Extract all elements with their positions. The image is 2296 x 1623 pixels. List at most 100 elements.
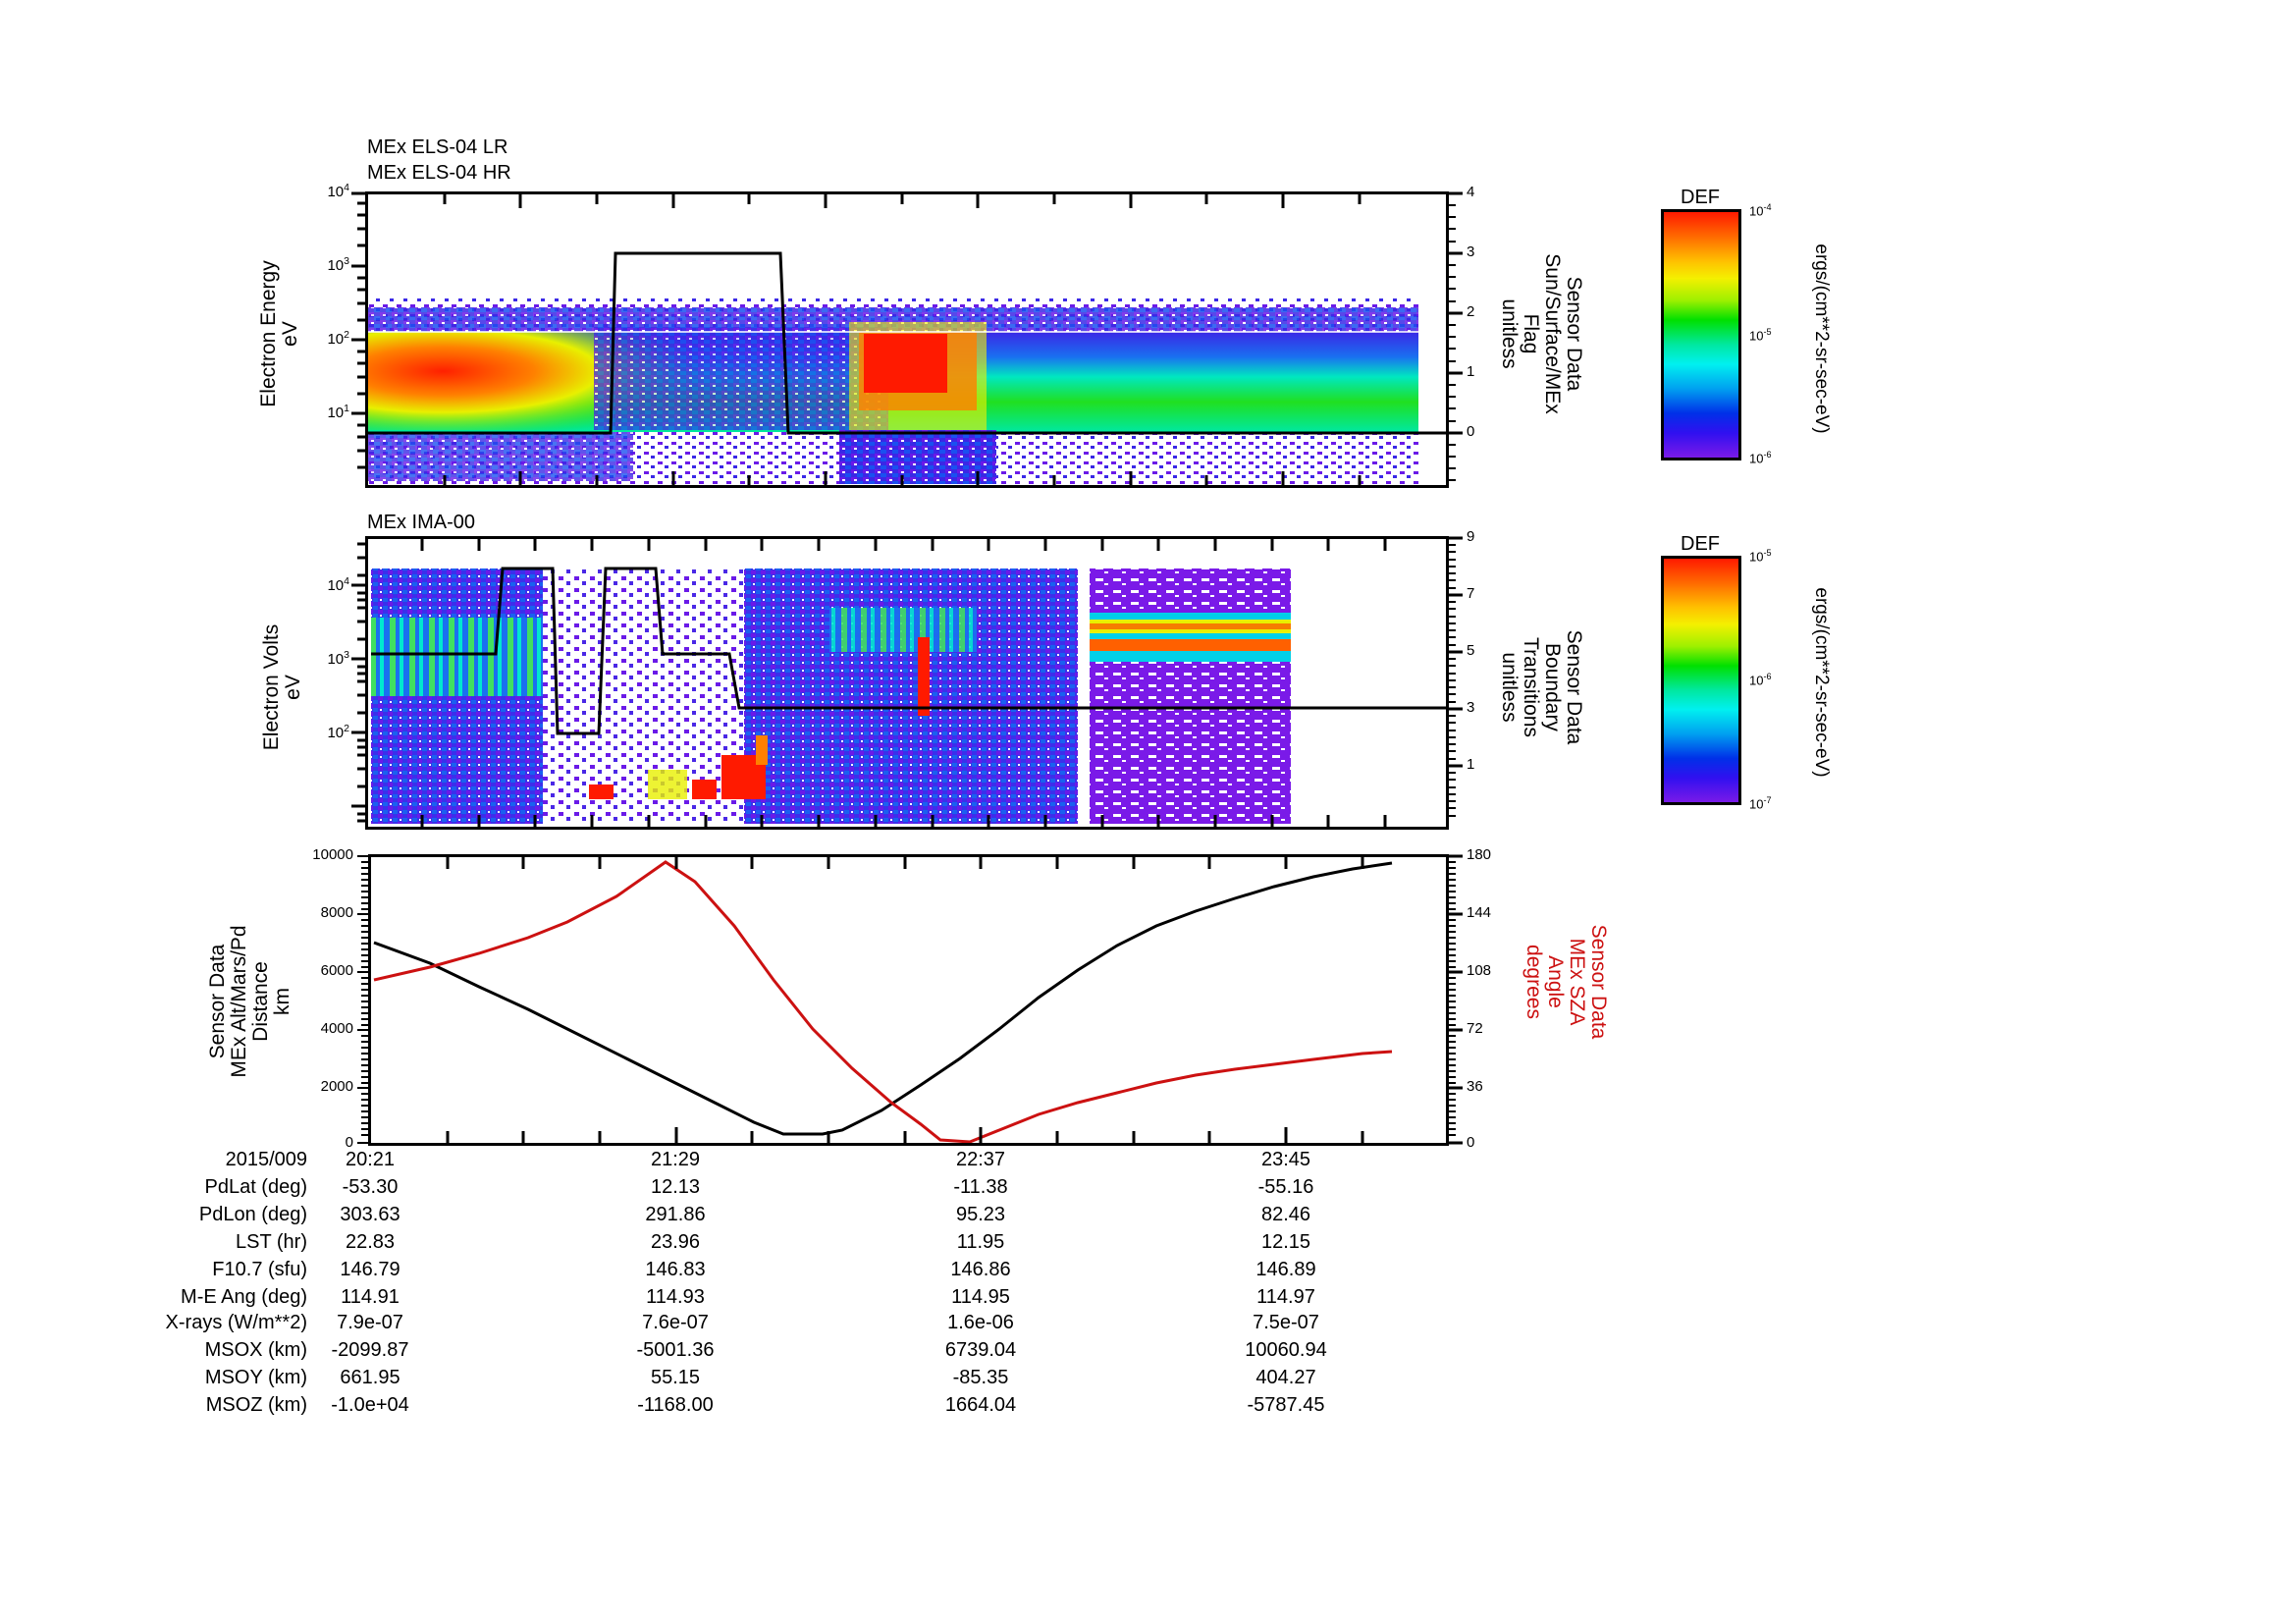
orbit-ytick-2000: 2000 — [320, 1078, 353, 1095]
ima-rtick-5: 5 — [1467, 642, 1475, 659]
els-rtick-2: 2 — [1467, 303, 1475, 320]
orbit-ytick-8000: 8000 — [320, 904, 353, 921]
row-value: 303.63 — [340, 1204, 400, 1225]
orbit-right-axis-label: Sensor Data MEx SZA Angle degrees — [1522, 924, 1610, 1040]
row-value: 146.86 — [950, 1259, 1011, 1280]
row-value: 661.95 — [340, 1367, 400, 1388]
orbit-ytick-10000: 10000 — [312, 846, 353, 863]
row-value: 114.97 — [1256, 1286, 1315, 1308]
row-value: 114.95 — [951, 1286, 1010, 1308]
els-rtick-1: 1 — [1467, 363, 1475, 380]
els-rtick-0: 0 — [1467, 423, 1475, 440]
ima-rtick-1: 1 — [1467, 756, 1475, 773]
ima-ytick-1e4: 104 — [327, 575, 349, 594]
row-value: -1.0e+04 — [331, 1394, 409, 1416]
row-value: 7.5e-07 — [1253, 1312, 1319, 1333]
row-label-pdlon: PdLon (deg) — [198, 1204, 307, 1225]
els-colorbar-mid: 10-5 — [1749, 327, 1772, 344]
els-rtick-3: 3 — [1467, 243, 1475, 260]
row-label-lst: LST (hr) — [236, 1231, 307, 1253]
row-value: -5787.45 — [1247, 1394, 1325, 1416]
row-value: 55.15 — [650, 1367, 701, 1388]
ima-colorbar-max: 10-5 — [1749, 548, 1772, 565]
row-value: 1.6e-06 — [947, 1312, 1014, 1333]
row-value: 10060.94 — [1245, 1339, 1327, 1361]
els-spectrogram-plot — [368, 194, 1446, 485]
ima-spectrogram-panel — [365, 536, 1449, 830]
els-rtick-4: 4 — [1467, 184, 1475, 200]
row-label-f107: F10.7 (sfu) — [212, 1259, 307, 1280]
row-value: 146.79 — [340, 1259, 400, 1280]
row-value: 114.93 — [646, 1286, 705, 1308]
row-value: 291.86 — [645, 1204, 706, 1225]
orbit-ytick-6000: 6000 — [320, 962, 353, 979]
ima-colorbar-title: DEF — [1681, 533, 1720, 555]
altitude-series-line — [373, 861, 1393, 1136]
ima-ytick-1e3: 103 — [327, 649, 349, 668]
els-colorbar-title: DEF — [1681, 187, 1720, 208]
els-right-axis-label: Sensor Data Sun/Surface/MEx Flag unitles… — [1498, 253, 1585, 414]
ima-left-axis-ticks — [351, 542, 367, 823]
els-left-axis-label: Electron Energy eV — [257, 260, 301, 407]
ima-colorbar-mid: 10-6 — [1749, 672, 1772, 688]
time-tick-2: 22:37 — [955, 1149, 1006, 1170]
ima-spectrogram-plot — [371, 539, 1446, 827]
orbit-line-plot — [373, 857, 1393, 1143]
row-value: -1168.00 — [637, 1394, 714, 1416]
els-left-axis-ticks — [351, 191, 367, 469]
ima-ytick-1e2: 102 — [327, 723, 349, 741]
els-right-axis-ticks — [1447, 191, 1463, 481]
row-value: -5001.36 — [636, 1339, 715, 1361]
els-ytick-1e2: 102 — [327, 329, 349, 348]
els-title-lr: MEx ELS-04 LR — [367, 136, 508, 158]
row-value: -85.35 — [952, 1367, 1009, 1388]
ima-title: MEx IMA-00 — [367, 512, 476, 533]
row-value: 7.9e-07 — [337, 1312, 403, 1333]
row-value: 11.95 — [956, 1231, 1005, 1253]
row-value: 146.89 — [1255, 1259, 1316, 1280]
row-value: -2099.87 — [331, 1339, 409, 1361]
orbit-rtick-0: 0 — [1467, 1134, 1475, 1151]
orbit-rtick-108: 108 — [1467, 962, 1492, 979]
row-value: 22.83 — [345, 1231, 396, 1253]
els-colorbar — [1661, 209, 1741, 460]
orbit-right-axis-ticks — [1447, 854, 1463, 1145]
ima-rtick-9: 9 — [1467, 528, 1475, 545]
ima-colorbar-min: 10-7 — [1749, 795, 1772, 812]
row-label-msox: MSOX (km) — [204, 1339, 307, 1361]
ima-colorbar — [1661, 556, 1741, 805]
orbit-ytick-4000: 4000 — [320, 1020, 353, 1037]
row-label-me-ang: M-E Ang (deg) — [181, 1286, 307, 1308]
row-value: 114.91 — [341, 1286, 400, 1308]
els-ytick-1e3: 103 — [327, 255, 349, 274]
row-value: 404.27 — [1255, 1367, 1316, 1388]
els-spectrogram-panel — [365, 191, 1449, 488]
els-ytick-1e4: 104 — [327, 182, 349, 200]
els-colorbar-max: 10-4 — [1749, 202, 1772, 219]
ima-right-axis-label: Sensor Data Boundary Transitions unitles… — [1498, 629, 1585, 745]
orbit-line-panel — [368, 854, 1449, 1146]
orbit-left-axis-ticks — [357, 855, 369, 1144]
els-colorbar-unit: ergs/(cm**2-sr-sec-eV) — [1811, 243, 1832, 434]
ima-rtick-7: 7 — [1467, 585, 1475, 602]
orbit-rtick-36: 36 — [1467, 1078, 1483, 1095]
orbit-ytick-0: 0 — [345, 1134, 353, 1151]
row-value: 6739.04 — [944, 1339, 1017, 1361]
row-value: -55.16 — [1257, 1176, 1314, 1198]
row-value: 82.46 — [1260, 1204, 1311, 1225]
orbit-rtick-180: 180 — [1467, 846, 1492, 863]
time-tick-3: 23:45 — [1260, 1149, 1311, 1170]
els-title-hr: MEx ELS-04 HR — [367, 162, 511, 184]
row-value: 1664.04 — [944, 1394, 1017, 1416]
els-colorbar-min: 10-6 — [1749, 450, 1772, 466]
row-value: -53.30 — [342, 1176, 399, 1198]
row-label-msoy: MSOY (km) — [204, 1367, 307, 1388]
time-tick-0: 20:21 — [345, 1149, 396, 1170]
row-value: 7.6e-07 — [642, 1312, 709, 1333]
date-label: 2015/009 — [225, 1149, 307, 1170]
ima-rtick-3: 3 — [1467, 699, 1475, 716]
ima-right-axis-ticks — [1447, 536, 1463, 817]
orbit-rtick-144: 144 — [1467, 904, 1492, 921]
row-value: 23.96 — [650, 1231, 701, 1253]
row-value: 146.83 — [645, 1259, 706, 1280]
